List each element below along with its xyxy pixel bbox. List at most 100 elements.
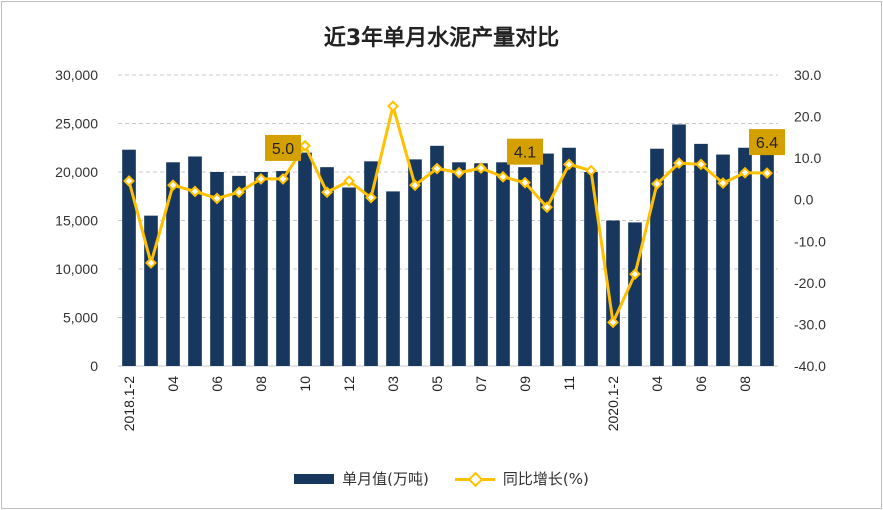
x-axis-tick-label: 09 xyxy=(517,376,533,392)
x-axis-tick-label: 06 xyxy=(209,376,225,392)
x-axis-tick-label: 03 xyxy=(385,376,401,392)
line-point xyxy=(673,157,685,170)
series-line xyxy=(127,104,768,324)
line-point xyxy=(475,162,487,175)
bar xyxy=(298,152,312,366)
line-point xyxy=(409,179,421,192)
legend-item-bar: 单月值(万吨) xyxy=(294,468,429,489)
x-axis-tick-label: 2018.1-2 xyxy=(121,376,137,431)
legend-bar-label: 单月值(万吨) xyxy=(342,470,429,488)
line-point xyxy=(387,100,399,113)
line-point xyxy=(563,158,575,171)
line-point xyxy=(739,166,751,179)
line-point xyxy=(629,268,641,281)
line-point xyxy=(761,167,773,180)
bar xyxy=(562,147,576,366)
legend: 单月值(万吨) 同比增长(%) xyxy=(0,468,883,489)
bar xyxy=(430,145,444,366)
annotation-label: 6.4 xyxy=(756,135,778,152)
bar xyxy=(628,222,642,366)
bar xyxy=(452,162,466,366)
x-axis-ticks: 2018.1-2 04 06 08 10 12 03 05 07 09 11 2020.1-2 04 06… xyxy=(121,376,753,431)
line-point xyxy=(695,158,707,171)
bar xyxy=(694,143,708,366)
line-point xyxy=(453,166,465,179)
bar xyxy=(386,191,400,366)
line-point xyxy=(431,162,443,175)
bar xyxy=(320,167,334,366)
bar xyxy=(518,167,532,366)
bar xyxy=(166,162,180,366)
line-series xyxy=(123,100,773,329)
line-point xyxy=(365,191,377,204)
x-axis-tick-label: 10 xyxy=(297,376,313,392)
x-axis-tick-label: 08 xyxy=(737,376,753,392)
line-point xyxy=(123,175,135,187)
line-point xyxy=(211,192,223,205)
left-axis-ticks: 0 5,000 10,000 15,000 20,000 25,000 30,000 xyxy=(55,67,98,374)
line-point xyxy=(233,186,245,199)
bar xyxy=(606,220,620,366)
left-axis-tick-label: 30,000 xyxy=(55,67,98,83)
x-axis-tick-label: 06 xyxy=(693,376,709,392)
bar xyxy=(364,161,378,366)
bar xyxy=(474,163,488,366)
bar xyxy=(276,171,290,366)
left-axis-tick-label: 5,000 xyxy=(63,310,98,326)
legend-item-line: 同比增长(%) xyxy=(454,468,589,489)
right-axis-ticks: -40.0 -30.0 -20.0 -10.0 0.0 10.0 20.0 30.0 xyxy=(794,67,826,374)
line-point xyxy=(651,178,663,190)
bar xyxy=(496,162,510,366)
line-point xyxy=(497,170,509,183)
x-axis-tick-label: 04 xyxy=(649,376,665,392)
line-point xyxy=(343,175,355,187)
bar xyxy=(540,153,554,366)
annotations: 5.0 4.1 6.4 xyxy=(265,129,785,165)
bar xyxy=(122,149,136,366)
left-axis-tick-label: 20,000 xyxy=(55,164,98,180)
x-axis-tick-label: 05 xyxy=(429,376,445,392)
line-point xyxy=(189,185,201,198)
right-axis-tick-label: -20.0 xyxy=(794,275,826,291)
bar xyxy=(188,156,202,366)
x-axis-tick-label: 11 xyxy=(561,376,577,391)
bar xyxy=(144,215,158,366)
line-point xyxy=(167,179,179,192)
left-axis-tick-label: 10,000 xyxy=(55,261,98,277)
left-axis-tick-label: 0 xyxy=(90,358,98,374)
bar xyxy=(254,172,268,366)
right-axis-tick-label: -40.0 xyxy=(794,358,826,374)
right-axis-tick-label: -10.0 xyxy=(794,233,826,249)
line-point xyxy=(277,173,289,185)
line-point xyxy=(717,177,729,189)
annotation-label: 5.0 xyxy=(272,141,294,158)
legend-line-label: 同比增长(%) xyxy=(502,470,589,488)
bar xyxy=(738,147,752,366)
bar xyxy=(408,159,422,366)
line-point xyxy=(321,186,333,199)
x-axis-tick-label: 07 xyxy=(473,376,489,392)
line-point xyxy=(255,173,267,185)
x-axis-tick-label: 2020.1-2 xyxy=(605,376,621,431)
right-axis-tick-label: 10.0 xyxy=(794,150,821,166)
bar xyxy=(760,147,774,366)
legend-line-swatch xyxy=(454,472,495,486)
bar xyxy=(716,154,730,366)
line-point xyxy=(519,176,531,189)
left-axis-tick-label: 15,000 xyxy=(55,213,98,229)
left-axis-tick-label: 25,000 xyxy=(55,116,98,132)
bar xyxy=(342,187,356,366)
right-axis-tick-label: 20.0 xyxy=(794,109,821,125)
x-axis-tick-label: 08 xyxy=(253,376,269,392)
annotation-box xyxy=(749,129,785,156)
line-point xyxy=(585,164,597,177)
right-axis-tick-label: -30.0 xyxy=(794,316,826,332)
annotation-label: 4.1 xyxy=(514,145,536,162)
line-point xyxy=(607,316,619,329)
annotation-box xyxy=(265,134,301,161)
line-point xyxy=(299,139,311,152)
x-axis-tick-label: 04 xyxy=(165,376,181,392)
bar xyxy=(672,124,686,366)
legend-bar-swatch xyxy=(294,473,335,484)
